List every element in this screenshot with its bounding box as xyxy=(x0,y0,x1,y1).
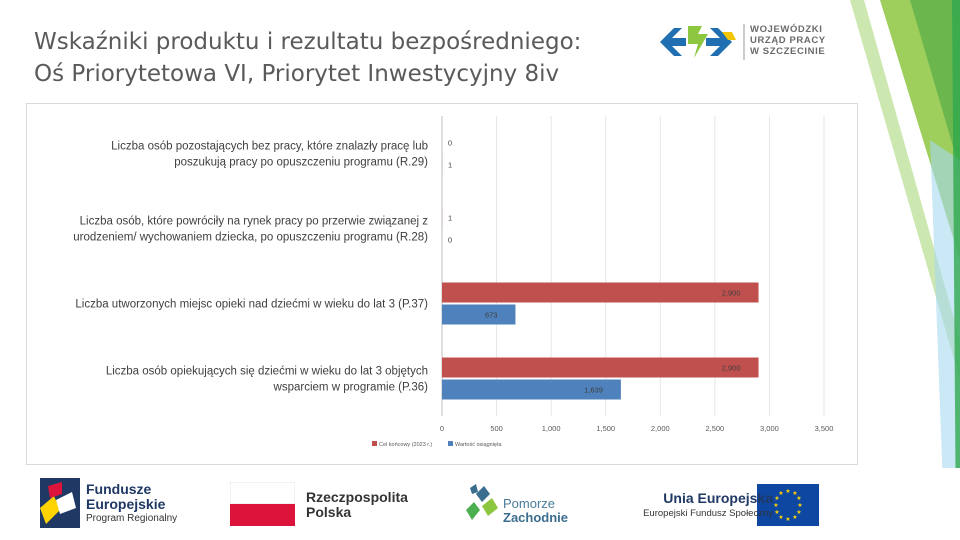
title-line-2: Oś Priorytetowa VI, Priorytet Inwestycyj… xyxy=(34,61,560,87)
category-label-line: Liczba osób, które powróciły na rynek pr… xyxy=(80,216,429,228)
fe-line-3: Program Regionalny xyxy=(86,513,178,524)
decorative-stripes xyxy=(850,0,960,540)
wup-logo-icon xyxy=(660,24,745,60)
svg-text:★: ★ xyxy=(785,516,790,523)
category-label: Liczba osób, które powróciły na rynek pr… xyxy=(73,216,428,244)
x-tick-label: 500 xyxy=(490,424,503,433)
x-tick-label: 1,000 xyxy=(542,424,561,433)
x-tick-label: 3,500 xyxy=(815,424,834,433)
svg-text:★: ★ xyxy=(797,502,802,509)
svg-text:★: ★ xyxy=(792,514,797,521)
svg-text:★: ★ xyxy=(778,490,783,497)
data-label: 1 xyxy=(448,161,452,170)
x-tick-label: 3,000 xyxy=(760,424,779,433)
pomorze-zachodnie-text: Pomorze Zachodnie xyxy=(503,497,568,525)
rp-line-2: Polska xyxy=(306,504,352,520)
wup-line-3: W SZCZECINIE xyxy=(750,46,826,57)
fundusze-europejskie-text: Fundusze Europejskie Program Regionalny xyxy=(86,482,177,526)
legend-swatch xyxy=(372,441,377,446)
data-label: 1,639 xyxy=(584,386,603,395)
ue-line-2: Europejski Fundusz Społeczny xyxy=(643,508,773,519)
rp-line-1: Rzeczpospolita xyxy=(306,489,408,505)
data-label: 0 xyxy=(448,236,452,245)
svg-text:★: ★ xyxy=(774,495,779,502)
page-title: Wskaźniki produktu i rezultatu bezpośred… xyxy=(34,26,634,90)
legend-label: Wartość osiągnięta xyxy=(455,442,503,448)
chart-area: 0 500 1,000 1,500 2,000 2,500 3,000 3,500 Liczba… xyxy=(26,103,858,465)
bar xyxy=(442,304,516,325)
ue-line-1: Unia Europejska xyxy=(663,490,773,506)
svg-text:★: ★ xyxy=(796,495,801,502)
data-label: 2,900 xyxy=(722,289,741,298)
svg-text:★: ★ xyxy=(792,490,797,497)
svg-text:★: ★ xyxy=(773,502,778,509)
bar xyxy=(442,379,621,400)
pz-line-2: Zachodnie xyxy=(503,510,569,525)
x-tick-label: 2,500 xyxy=(705,424,724,433)
category-label-line: wsparciem w programie (P.36) xyxy=(273,382,429,394)
svg-text:★: ★ xyxy=(785,488,790,495)
legend-swatch xyxy=(448,441,453,446)
title-line-1: Wskaźniki produktu i rezultatu bezpośred… xyxy=(34,29,582,55)
poland-flag-icon xyxy=(230,482,295,526)
x-tick-label: 2,000 xyxy=(651,424,670,433)
pomorze-zachodnie-logo-icon xyxy=(466,484,498,520)
category-label-line: Liczba utworzonych miejsc opieki nad dzi… xyxy=(75,299,428,311)
unia-europejska-text: Unia Europejska Europejski Fundusz Społe… xyxy=(613,490,773,521)
fe-line-1: Fundusze xyxy=(86,481,152,497)
wup-line-1: WOJEWÓDZKI xyxy=(750,24,823,35)
category-label: Liczba utworzonych miejsc opieki nad dzi… xyxy=(75,299,428,311)
category-label: Liczba osób opiekujących się dziećmi w w… xyxy=(106,366,428,394)
wup-logo-text: WOJEWÓDZKI URZĄD PRACY W SZCZECINIE xyxy=(750,24,826,57)
svg-text:★: ★ xyxy=(796,509,801,516)
eu-flag-icon: ★ ★★ ★★★ ★★★ ★★★ xyxy=(757,484,819,526)
svg-text:★: ★ xyxy=(778,514,783,521)
data-label: 0 xyxy=(448,139,452,148)
footer-logos: ★ ★ ★ ★ ★ ★ ★ ★ ★ ★ ★ ★ xyxy=(0,468,960,540)
bar-chart: 0 500 1,000 1,500 2,000 2,500 3,000 3,500 Liczba… xyxy=(73,116,834,448)
category-label-line: poszukują pracy po opuszczeniu programu … xyxy=(174,157,428,169)
x-tick-label: 1,500 xyxy=(596,424,615,433)
data-label: 2,900 xyxy=(722,364,741,373)
fe-line-2: Europejskie xyxy=(86,496,166,512)
category-label: Liczba osób pozostających bez pracy, któ… xyxy=(111,141,428,169)
wup-line-2: URZĄD PRACY xyxy=(750,35,826,46)
x-tick-label: 0 xyxy=(440,424,444,433)
legend-label: Cel końcowy (2023 r.) xyxy=(379,442,432,448)
category-label-line: Liczba osób pozostających bez pracy, któ… xyxy=(111,141,428,153)
rzeczpospolita-text: Rzeczpospolita Polska xyxy=(306,490,408,520)
bar xyxy=(442,357,759,378)
data-label: 1 xyxy=(448,214,452,223)
category-label-line: urodzeniem/ wychowaniem dziecka, po opus… xyxy=(73,232,428,244)
svg-text:★: ★ xyxy=(774,509,779,516)
fundusze-europejskie-logo-icon xyxy=(40,478,80,528)
category-label-line: Liczba osób opiekujących się dziećmi w w… xyxy=(106,366,428,378)
pz-line-1: Pomorze xyxy=(503,496,556,511)
data-label: 673 xyxy=(485,311,498,320)
bar xyxy=(442,282,759,303)
